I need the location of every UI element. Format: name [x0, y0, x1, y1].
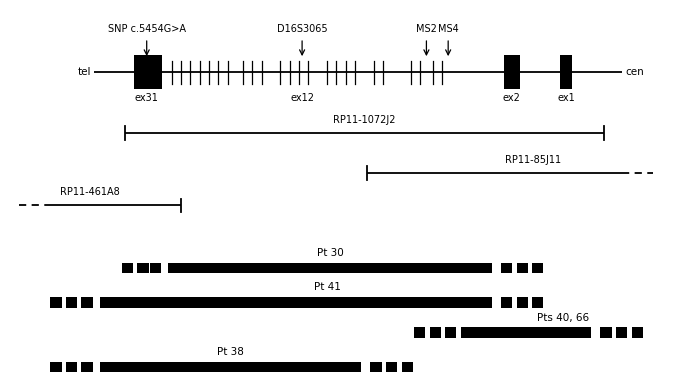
- Bar: [386, 362, 397, 372]
- Text: cen: cen: [625, 68, 644, 77]
- Bar: [501, 297, 512, 308]
- Bar: [532, 297, 543, 308]
- Text: Pts 40, 66: Pts 40, 66: [537, 313, 589, 323]
- Bar: [516, 263, 527, 274]
- Text: MS2: MS2: [416, 24, 437, 34]
- Bar: [445, 327, 456, 338]
- Bar: [138, 263, 149, 274]
- Bar: [371, 362, 382, 372]
- Bar: [66, 362, 77, 372]
- Text: Pt 38: Pt 38: [217, 347, 244, 357]
- Text: MS4: MS4: [438, 24, 458, 34]
- Text: SNP c.5454G>A: SNP c.5454G>A: [108, 24, 186, 34]
- Bar: [516, 297, 527, 308]
- Bar: [429, 327, 440, 338]
- Bar: [560, 55, 573, 90]
- Text: RP11-85J11: RP11-85J11: [505, 155, 561, 165]
- Bar: [150, 263, 161, 274]
- Text: RP11-1072J2: RP11-1072J2: [333, 115, 395, 125]
- Text: RP11-461A8: RP11-461A8: [60, 187, 119, 197]
- Bar: [122, 263, 133, 274]
- Text: Pt 41: Pt 41: [314, 282, 340, 293]
- Bar: [601, 327, 612, 338]
- Bar: [51, 297, 62, 308]
- Bar: [460, 327, 591, 338]
- Bar: [82, 297, 92, 308]
- Text: ex31: ex31: [135, 93, 159, 103]
- Bar: [401, 362, 413, 372]
- Bar: [504, 55, 520, 90]
- Text: ex1: ex1: [558, 93, 575, 103]
- Bar: [532, 263, 543, 274]
- Bar: [134, 55, 162, 90]
- Bar: [100, 362, 361, 372]
- Bar: [169, 263, 492, 274]
- Text: ex12: ex12: [290, 93, 314, 103]
- Bar: [100, 297, 492, 308]
- Text: tel: tel: [77, 68, 90, 77]
- Bar: [51, 362, 62, 372]
- Bar: [414, 327, 425, 338]
- Bar: [66, 297, 77, 308]
- Bar: [632, 327, 643, 338]
- Bar: [616, 327, 627, 338]
- Text: D16S3065: D16S3065: [277, 24, 327, 34]
- Text: Pt 30: Pt 30: [316, 248, 343, 258]
- Bar: [82, 362, 92, 372]
- Bar: [501, 263, 512, 274]
- Text: ex2: ex2: [503, 93, 521, 103]
